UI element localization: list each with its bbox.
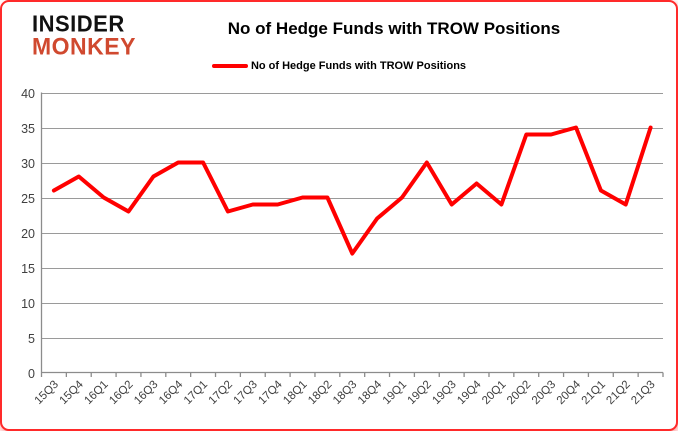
x-axis-tick-label: 19Q3 <box>430 379 458 407</box>
x-axis-tick-label: 21Q1 <box>580 379 608 407</box>
legend: No of Hedge Funds with TROW Positions <box>2 60 676 72</box>
x-axis-tick-label: 19Q2 <box>406 379 434 407</box>
logo-text-monkey: MONKEY <box>32 31 136 60</box>
x-axis-tick-label: 18Q2 <box>306 379 334 407</box>
insider-monkey-logo: INSIDER MONKEY <box>32 10 136 60</box>
y-axis-tick-label: 25 <box>21 192 35 206</box>
legend-line-swatch <box>211 64 248 68</box>
y-axis-tick-label: 0 <box>28 367 35 381</box>
x-axis-tick-label: 15Q4 <box>58 378 87 407</box>
y-axis-tick-label: 20 <box>21 227 35 241</box>
x-axis-tick-label: 20Q1 <box>480 379 508 407</box>
legend-label: No of Hedge Funds with TROW Positions <box>250 60 467 72</box>
logo-text-insider: INSIDER <box>32 10 125 37</box>
y-axis-tick-label: 15 <box>21 262 35 276</box>
x-axis-tick-label: 18Q1 <box>281 379 309 407</box>
data-line-series <box>51 125 653 256</box>
x-axis-tick-label: 18Q4 <box>356 378 385 407</box>
x-axis-tick-label: 19Q1 <box>381 379 409 407</box>
x-axis-tick-label: 17Q2 <box>207 379 235 407</box>
x-axis-tick-label: 16Q1 <box>82 379 110 407</box>
x-axis-tick-label: 20Q3 <box>530 379 558 407</box>
x-axis-tick-label: 16Q4 <box>157 378 186 407</box>
x-axis-tick-label: 16Q3 <box>132 379 160 407</box>
x-axis-tick-label: 18Q3 <box>331 379 359 407</box>
x-axis-tick-label: 20Q2 <box>505 379 533 407</box>
y-axis-tick-label: 5 <box>28 332 35 346</box>
x-axis-tick-label: 17Q1 <box>182 379 210 407</box>
x-axis-tick-label: 17Q3 <box>232 379 260 407</box>
chart-title: No of Hedge Funds with TROW Positions <box>227 19 561 38</box>
x-axis-tick-label: 20Q4 <box>555 378 584 407</box>
x-axis-tick-label: 21Q3 <box>629 379 657 407</box>
y-axis-tick-label: 10 <box>21 297 35 311</box>
y-axis-tick-label: 35 <box>21 122 35 136</box>
x-axis-tick-label: 21Q2 <box>604 379 632 407</box>
x-axis-tick-label: 16Q2 <box>107 379 135 407</box>
x-axis-tick-label: 19Q4 <box>455 378 484 407</box>
x-axis-tick-label: 15Q3 <box>33 379 61 407</box>
y-axis-tick-label: 30 <box>21 157 35 171</box>
y-axis-tick-label: 40 <box>21 87 35 101</box>
x-axis-tick-label: 17Q4 <box>256 378 285 407</box>
